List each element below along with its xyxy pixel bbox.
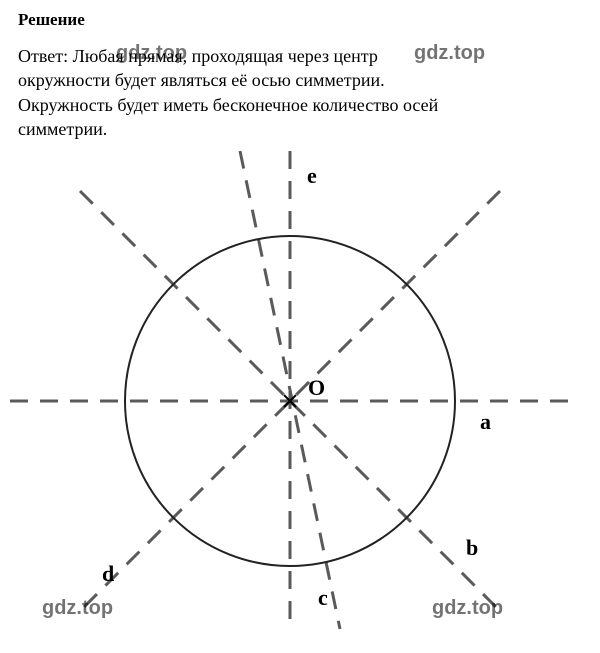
answer-line: окружности будет являться её осью симмет… xyxy=(18,70,385,90)
center-label: O xyxy=(308,375,325,400)
line-label-b: b xyxy=(466,535,478,560)
answer-line: Окружность будет иметь бесконечное колич… xyxy=(18,95,438,115)
answer-text: gdz.top gdz.top Ответ: Любая прямая, про… xyxy=(18,44,582,141)
circle-symmetry-diagram: Oa e b d c xyxy=(0,141,600,631)
watermark-top-right: gdz.top xyxy=(414,40,485,67)
solution-heading: Решение xyxy=(18,10,582,30)
answer-line: симметрии. xyxy=(18,119,107,139)
diagram-container: gdz.top gdz.top Oaebdc xyxy=(0,141,600,631)
answer-line: Ответ: Любая прямая, проходящая через це… xyxy=(18,46,378,66)
line-label-c: c xyxy=(318,585,328,610)
line-label-a: a xyxy=(480,409,491,434)
line-label-e: e xyxy=(307,163,317,188)
line-label-d: d xyxy=(102,561,114,586)
